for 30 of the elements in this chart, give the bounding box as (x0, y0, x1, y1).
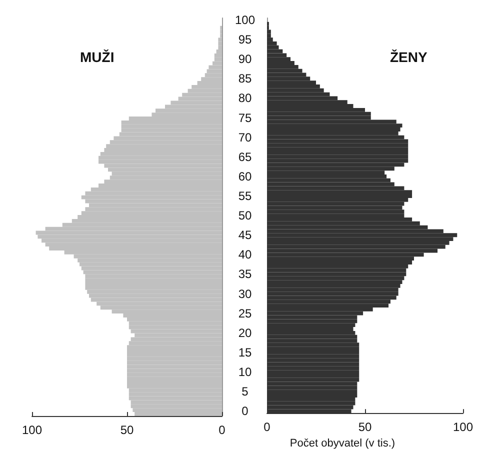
y-tick-label: 55 (238, 188, 252, 203)
y-tick-label: 35 (238, 267, 252, 282)
y-tick-label: 40 (238, 248, 252, 262)
y-tick-label: 80 (238, 91, 252, 106)
y-tick-label: 15 (238, 345, 252, 360)
y-tick-label: 5 (242, 384, 249, 399)
x-axis-title: Počet obyvatel (v tis.) (290, 438, 396, 450)
annotation: ŽENY (390, 49, 428, 65)
x-tick-label: 50 (358, 420, 372, 434)
y-tick-label: 100 (234, 12, 256, 27)
y-tick-label: 50 (238, 208, 252, 223)
y-tick-label: 65 (238, 150, 252, 164)
y-tick-label: 70 (238, 130, 252, 144)
x-tick-label: 0 (218, 423, 226, 437)
y-tick-label: 25 (238, 306, 252, 320)
x-tick-label: 100 (22, 423, 42, 437)
x-tick-label: 100 (452, 420, 474, 434)
y-tick-label: 90 (238, 52, 252, 66)
y-tick-label: 95 (238, 32, 252, 47)
y-tick-label: 10 (238, 365, 252, 380)
annotation: MUŽI (80, 49, 114, 65)
y-tick-label: 75 (238, 110, 252, 125)
y-tick-label: 30 (238, 286, 252, 301)
y-tick-label: 85 (238, 72, 252, 86)
x-tick-label: 50 (120, 423, 134, 437)
y-tick-label: 20 (238, 326, 252, 340)
x-tick-label: 0 (264, 420, 271, 434)
y-tick-label: 45 (238, 228, 252, 242)
y-tick-label: 0 (242, 404, 249, 418)
y-tick-label: 60 (238, 169, 252, 184)
